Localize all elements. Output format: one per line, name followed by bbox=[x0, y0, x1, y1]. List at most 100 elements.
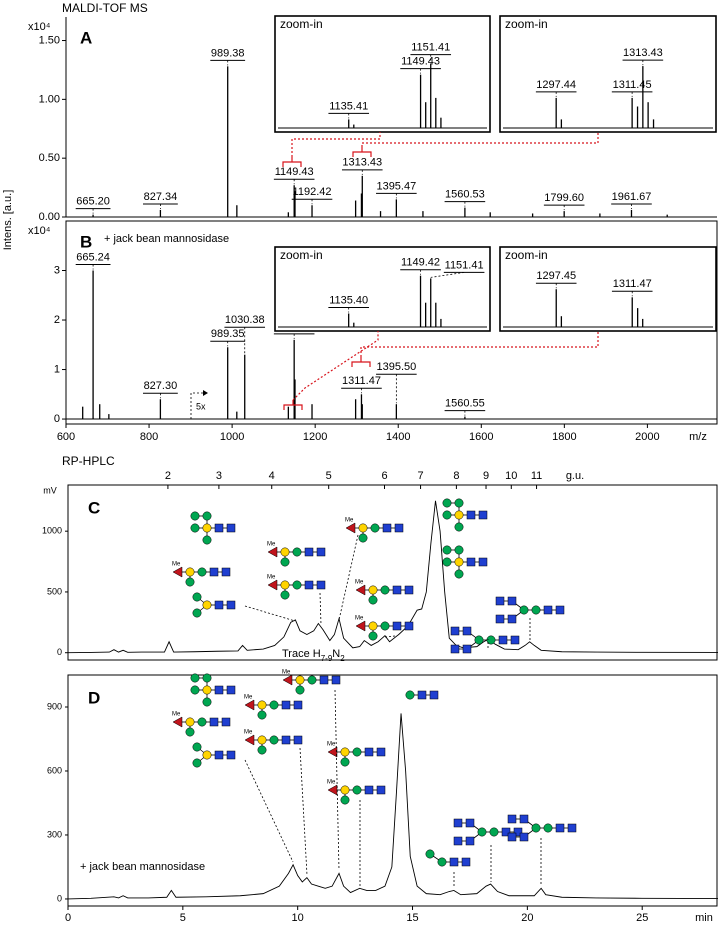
inset-title: zoom-in bbox=[505, 17, 548, 31]
peak-label: 1311.45 bbox=[613, 79, 652, 91]
x2-tick-label: 4 bbox=[269, 470, 275, 482]
peak-label: 1799.60 bbox=[544, 192, 584, 204]
glycan-hexnac bbox=[226, 600, 236, 610]
zoom-connector bbox=[360, 331, 599, 357]
glycan-mannose bbox=[531, 823, 541, 833]
x2-tick-label: 9 bbox=[483, 470, 489, 482]
x2-tick-label: 3 bbox=[216, 470, 222, 482]
annotation: + jack bean mannosidase bbox=[104, 233, 229, 245]
scale-arrow bbox=[203, 390, 208, 396]
glycan-hexnac bbox=[392, 585, 402, 595]
methyl-label: Me bbox=[244, 730, 253, 736]
zoom-connector bbox=[361, 132, 599, 147]
methyl-label: Me bbox=[327, 742, 336, 748]
glycan-mannose bbox=[280, 590, 290, 600]
methyl-label: Me bbox=[267, 575, 276, 581]
y-tick-label: 1.50 bbox=[39, 34, 60, 46]
methyl-label: Me bbox=[345, 518, 354, 524]
glycan-mannose bbox=[202, 535, 212, 545]
glycan-hexnac bbox=[462, 644, 472, 654]
glycan-fucose bbox=[355, 620, 366, 632]
peak-label: 1149.42 bbox=[401, 257, 440, 269]
annotation-part: Trace H bbox=[282, 648, 321, 660]
zoom-bracket bbox=[351, 357, 371, 367]
glycan-mannose bbox=[185, 727, 195, 737]
peak-label: 1135.41 bbox=[329, 100, 368, 112]
glycan-galactose bbox=[202, 750, 212, 760]
glycan-hexnac bbox=[417, 690, 427, 700]
glycan-mannose bbox=[543, 823, 553, 833]
glycan-mannose bbox=[489, 827, 499, 837]
peak-label: 1297.45 bbox=[536, 270, 576, 282]
glycan-hexnac bbox=[507, 614, 517, 624]
x-axis-label: m/z bbox=[689, 431, 707, 443]
x-tick-label: 5 bbox=[180, 912, 186, 924]
x2-tick-label: 7 bbox=[417, 470, 423, 482]
x-tick-label: 15 bbox=[406, 912, 418, 924]
peak-label: 1297.44 bbox=[536, 79, 576, 91]
y-tick-label: 600 bbox=[47, 765, 62, 775]
glycan-mannose bbox=[370, 523, 380, 533]
x-tick-label: 10 bbox=[292, 912, 304, 924]
glycan-mannose bbox=[202, 697, 212, 707]
peak-label: 665.20 bbox=[76, 196, 110, 208]
glycan-mannose bbox=[477, 827, 487, 837]
glycan-mannose bbox=[368, 595, 378, 605]
glycan-hexnac bbox=[316, 580, 326, 590]
inset-title: zoom-in bbox=[280, 248, 323, 262]
y-axis-label: mV bbox=[43, 485, 57, 495]
panel-frame bbox=[67, 484, 718, 661]
glycan-hexnac bbox=[394, 523, 404, 533]
glycan-mannose bbox=[405, 690, 415, 700]
inset-frame bbox=[274, 15, 491, 133]
glycan-hexnac bbox=[543, 605, 553, 615]
annotation-part: 7-9 bbox=[321, 654, 333, 663]
glycan-galactose bbox=[202, 523, 212, 533]
panel-frame bbox=[67, 674, 718, 907]
peak-label: 1151.41 bbox=[411, 42, 450, 54]
glycan-hexnac bbox=[453, 836, 463, 846]
zoom-connector bbox=[292, 331, 379, 401]
glycan-hexnac bbox=[364, 747, 374, 757]
glycan-hexnac bbox=[495, 614, 505, 624]
glycan-hexnac bbox=[404, 621, 414, 631]
panel-letter: B bbox=[80, 232, 92, 251]
glycan-hexnac bbox=[293, 735, 303, 745]
glycan-hexnac bbox=[392, 621, 402, 631]
glycan-mannose bbox=[340, 757, 350, 767]
glycan-mannose bbox=[295, 685, 305, 695]
y-tick-label: 3 bbox=[54, 264, 60, 276]
glycan-mannose bbox=[425, 849, 435, 859]
glycan-fucose bbox=[172, 566, 183, 578]
glycan-hexnac bbox=[304, 547, 314, 557]
peak-label: 1395.50 bbox=[376, 361, 416, 373]
glycan-leader bbox=[319, 592, 322, 626]
x2-tick-label: 11 bbox=[531, 470, 542, 482]
glycan-hexnac bbox=[226, 685, 236, 695]
glycan-mannose bbox=[358, 533, 368, 543]
glycan-hexnac bbox=[209, 717, 219, 727]
glycan-mannose bbox=[442, 498, 452, 508]
y-tick-label: 0 bbox=[57, 647, 62, 657]
glycan-mannose bbox=[474, 635, 484, 645]
glycan-mannose bbox=[197, 717, 207, 727]
glycan-mannose bbox=[442, 557, 452, 567]
methyl-label: Me bbox=[327, 780, 336, 786]
peak-label: 1313.43 bbox=[342, 157, 382, 169]
glycan-hexnac bbox=[478, 510, 488, 520]
glycan-galactose bbox=[368, 621, 378, 631]
glycan-galactose bbox=[454, 557, 464, 567]
x-tick-label: 600 bbox=[57, 431, 75, 443]
annotation-part: N bbox=[332, 648, 340, 660]
glycan-hexnac bbox=[404, 585, 414, 595]
glycan-fucose bbox=[267, 579, 278, 591]
peak-label: 1151.41 bbox=[445, 259, 484, 271]
trace bbox=[67, 713, 719, 900]
glycan-mannose bbox=[257, 710, 267, 720]
peak-label: 1313.43 bbox=[623, 47, 663, 59]
methyl-label: Me bbox=[355, 580, 364, 586]
y-tick-label: 300 bbox=[47, 829, 62, 839]
glycan-galactose bbox=[202, 600, 212, 610]
